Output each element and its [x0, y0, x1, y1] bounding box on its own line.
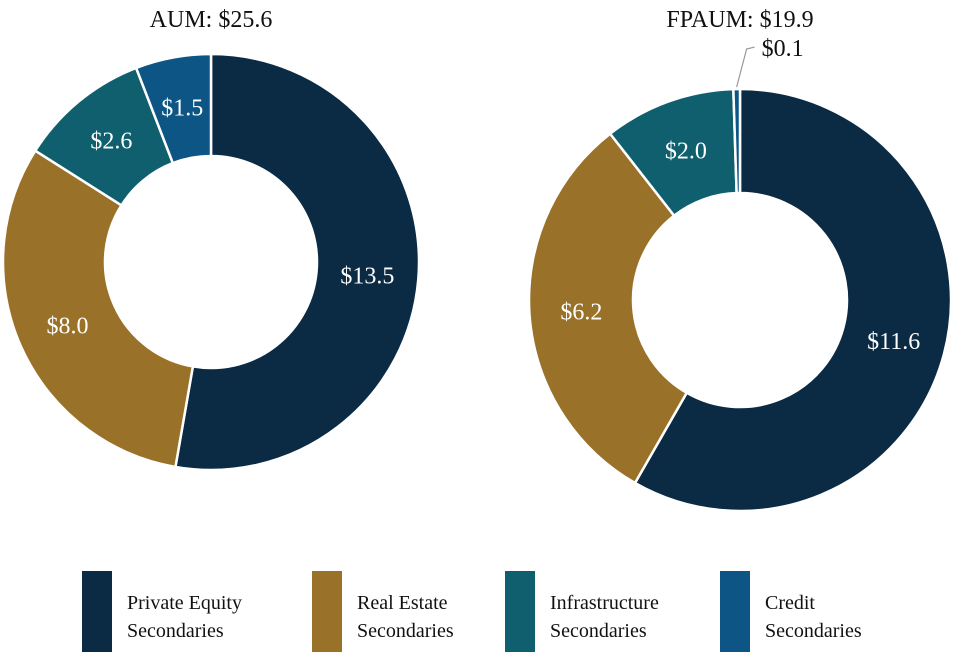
fpaum-slice-real-estate: [527, 131, 689, 485]
aum-slice-private-equity: [173, 52, 421, 472]
legend-label-credit: Credit Secondaries: [765, 592, 862, 642]
fpaum-label-private-equity: $11.6: [867, 329, 920, 355]
aum-slice-credit: [134, 52, 213, 165]
aum-label-private-equity: $13.5: [340, 263, 394, 289]
fpaum-slice-credit: [732, 87, 742, 195]
fpaum-label-real-estate: $6.2: [560, 299, 602, 325]
legend-swatch-credit: [720, 571, 750, 652]
fpaum-leader-line-credit: [736, 46, 755, 88]
legend-swatch-real-estate: [312, 571, 342, 652]
legend-swatch-private-equity: [82, 571, 112, 652]
fpaum-label-credit: $0.1: [762, 36, 804, 62]
aum-chart-title: AUM: $25.6: [150, 7, 273, 33]
fpaum-slice-private-equity: [633, 87, 953, 513]
legend-label-real-estate: Real Estate Secondaries: [357, 592, 454, 642]
legend-label-private-equity: Private Equity Secondaries: [127, 592, 242, 642]
fpaum-label-infrastructure: $2.0: [665, 138, 707, 164]
aum-label-infrastructure: $2.6: [90, 129, 132, 155]
aum-label-credit: $1.5: [161, 96, 203, 122]
legend-label-infrastructure: Infrastructure Secondaries: [550, 592, 659, 642]
aum-slice-real-estate: [1, 148, 195, 469]
fpaum-donut: $11.6 $6.2 $2.0 $0.1: [527, 36, 953, 513]
legend-swatch-infrastructure: [505, 571, 535, 652]
aum-donut: $13.5 $8.0 $2.6 $1.5: [1, 52, 421, 472]
aum-label-real-estate: $8.0: [46, 314, 88, 340]
fpaum-chart-title: FPAUM: $19.9: [666, 7, 813, 33]
legend: Private Equity Secondaries Real Estate Seco…: [82, 571, 862, 652]
